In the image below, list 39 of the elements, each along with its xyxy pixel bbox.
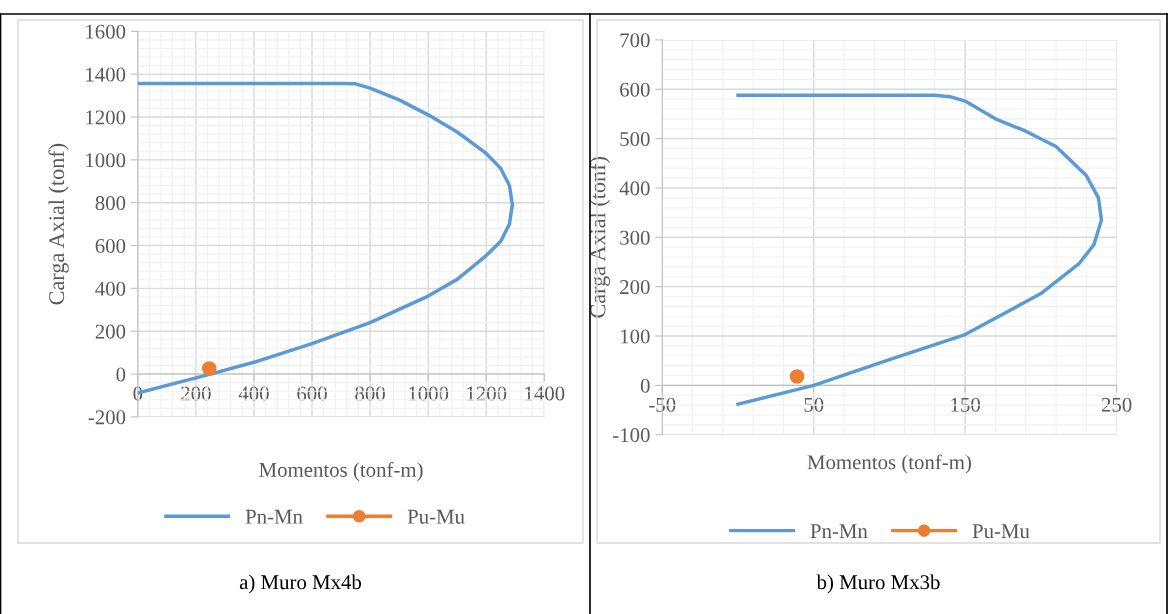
y-tick-label: 200 [95,324,126,339]
legend-label: Pn-Mn [810,524,868,538]
x-tick-label: 400 [238,386,269,401]
x-tick-label: 600 [297,386,327,401]
y-tick-label: 600 [620,82,650,97]
y-tick-label: 1400 [86,67,126,82]
y-tick-label: -100 [613,428,650,443]
y-tick-label: 600 [95,238,126,253]
x-tick-label: 800 [355,386,385,401]
x-tick-label: 1400 [525,386,565,401]
y-tick-label: 500 [620,131,650,147]
y-tick-label: 1000 [86,153,126,168]
y-tick-label: 700 [620,33,650,48]
x-axis-title: Momentos (tonf-m) [259,462,423,482]
y-tick-label: 800 [95,196,126,211]
y-axis-title: Carga Axial (tonf) [589,157,611,318]
x-tick-label: 200 [181,386,211,401]
y-tick-label: 400 [95,281,126,296]
text: a) Muro Mx4b [239,574,362,594]
y-tick-label: 1200 [86,110,126,125]
y-tick-label: 100 [621,329,650,344]
x-tick-label: 1000 [409,386,449,401]
x-tick-label: 1200 [467,386,507,401]
x-tick-label: 50 [804,397,824,412]
y-tick-label: -200 [88,410,126,425]
x-tick-label: 150 [951,397,980,412]
y-tick-label: 0 [116,367,126,382]
y-axis-title: Carga Axial (tonf) [48,143,69,305]
y-tick-label: 200 [620,280,650,295]
y-tick-label: 1600 [86,24,126,39]
x-axis-title: Momentos (tonf-m) [807,454,971,474]
legend-label: Pu-Mu [407,509,465,524]
x-tick-label: -50 [649,397,676,412]
x-tick-label: 250 [1101,397,1132,412]
legend-label: Pn-Mn [245,509,303,524]
legend-label: Pu-Mu [972,524,1030,539]
y-tick-label: 300 [620,230,650,245]
text: b) Muro Mx3b [816,574,940,594]
y-tick-label: 400 [619,181,650,196]
